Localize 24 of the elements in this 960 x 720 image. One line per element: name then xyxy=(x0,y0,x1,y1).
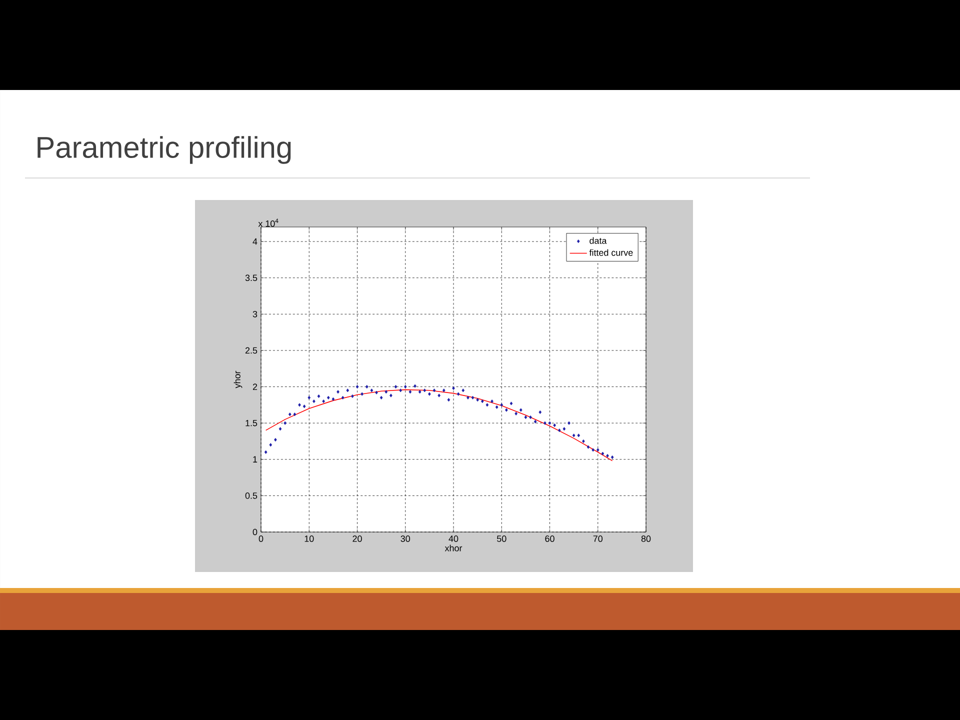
y-tick-label: 1 xyxy=(253,456,258,462)
y-tick-label: 2 xyxy=(252,384,258,390)
y-tick-label: 4 xyxy=(252,238,258,245)
x-tick-label: 0 xyxy=(258,536,264,542)
x-tick-label: 40 xyxy=(448,536,458,542)
y-tick-label: 2.5 xyxy=(245,347,258,354)
x-axis-title: xhor xyxy=(444,544,462,552)
y-axis-title: yhor xyxy=(234,370,242,388)
y-tick-label: 3.5 xyxy=(245,274,258,282)
chart-title: Parametric profiling xyxy=(38,136,291,164)
y-tick-label: 0.5 xyxy=(245,492,258,499)
x-tick-label: 50 xyxy=(497,536,506,542)
legend-label: fitted curve xyxy=(589,249,633,256)
x-tick-label: 60 xyxy=(545,536,554,542)
x-tick-label: 30 xyxy=(400,536,410,542)
text: x 10$^{4}$ xyxy=(258,218,278,227)
legend-label: data xyxy=(590,237,607,244)
y-tick-label: 1.5 xyxy=(246,420,258,426)
x-tick-label: 80 xyxy=(641,536,651,542)
x-tick-label: 20 xyxy=(352,536,362,542)
x-tick-label: 10 xyxy=(304,536,314,542)
y-tick-label: 3 xyxy=(252,310,258,318)
x-tick-label: 70 xyxy=(593,536,603,542)
y-tick-label: 0 xyxy=(252,528,258,536)
